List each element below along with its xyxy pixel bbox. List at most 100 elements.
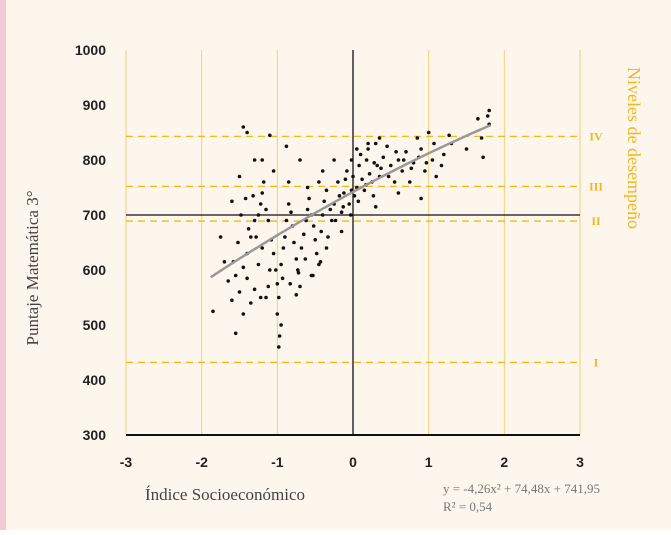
y-tick-label: 400 [83,372,107,388]
data-point [324,246,329,250]
data-point [303,257,308,261]
data-point [274,268,278,272]
data-point [296,271,301,275]
data-point [357,163,361,168]
page-edge-strip [0,0,6,530]
x-tick-label: 0 [349,454,357,470]
reference-lines [126,50,580,435]
trendline-equation: y = -4,26x² + 74,48x + 741,95 [443,481,600,496]
data-point [245,276,249,281]
data-point [296,268,300,272]
data-point [279,323,283,327]
data-point [317,180,321,184]
data-point [243,196,248,201]
y-tick-label: 600 [83,262,107,278]
data-point [476,117,480,121]
data-point [222,260,227,264]
data-point [292,240,296,245]
data-point [233,273,238,278]
data-point [404,150,408,154]
data-point [385,144,389,149]
data-point [332,158,336,162]
data-point [339,229,344,234]
data-point [256,262,261,267]
data-point [264,295,268,300]
y-tick-labels: 300 400 500 600 700 800 900 1000 [75,42,106,443]
data-point [230,298,234,303]
data-point [409,166,414,171]
data-point [252,287,257,292]
x-tick-label: 3 [576,454,584,470]
data-point [307,196,311,201]
data-point [294,257,299,261]
data-point [258,202,263,206]
data-point [284,144,289,149]
data-point [298,284,302,289]
data-point [275,312,280,316]
data-point [396,191,401,195]
data-point [249,301,253,305]
data-point [372,161,377,165]
data-point [396,158,401,162]
data-point [442,152,446,157]
x-tick-label: -2 [195,454,208,470]
data-point [261,180,266,184]
data-point [305,207,310,212]
data-point [279,262,283,267]
data-point [400,169,405,173]
data-point [317,262,321,267]
y-axis-label: Puntaje Matemática 3° [23,190,42,345]
data-point [233,331,238,336]
data-point [375,163,380,168]
data-point [271,169,276,173]
data-point [289,210,293,214]
x-tick-label: -1 [271,454,284,470]
data-point [487,108,492,113]
data-point [264,207,268,212]
data-point [277,295,281,300]
data-point [226,279,230,283]
data-point [328,207,333,212]
y-tick-label: 500 [83,317,107,333]
data-point [277,345,281,349]
data-point [268,133,272,138]
data-point [415,136,420,140]
data-point [320,213,325,217]
data-point [314,251,319,256]
data-point [377,136,382,140]
data-point [288,282,293,286]
data-point [352,194,357,198]
data-point [260,158,265,162]
data-point [298,158,302,162]
x-tick-label: 2 [500,454,508,470]
data-point [311,224,316,228]
data-point [347,202,352,206]
data-point [434,174,439,179]
data-point [447,133,451,138]
data-point [419,196,423,201]
x-tick-label: 1 [425,454,433,470]
data-point [305,185,310,190]
data-point [426,130,431,135]
data-point [373,205,378,209]
data-point [241,312,246,316]
data-point [401,158,406,162]
data-point [245,130,249,135]
data-point [349,158,354,162]
data-point [337,194,342,198]
data-point [330,218,334,223]
data-point [432,141,436,146]
y-tick-label: 800 [83,152,107,168]
data-point [260,246,265,250]
data-point [362,188,367,193]
data-point [286,202,291,206]
data-point [266,218,271,223]
trendline-r2: R² = 0,54 [443,499,493,514]
data-point [424,161,429,165]
data-point [230,199,234,204]
data-point [343,177,348,182]
data-point [379,166,383,171]
data-point [419,147,423,151]
